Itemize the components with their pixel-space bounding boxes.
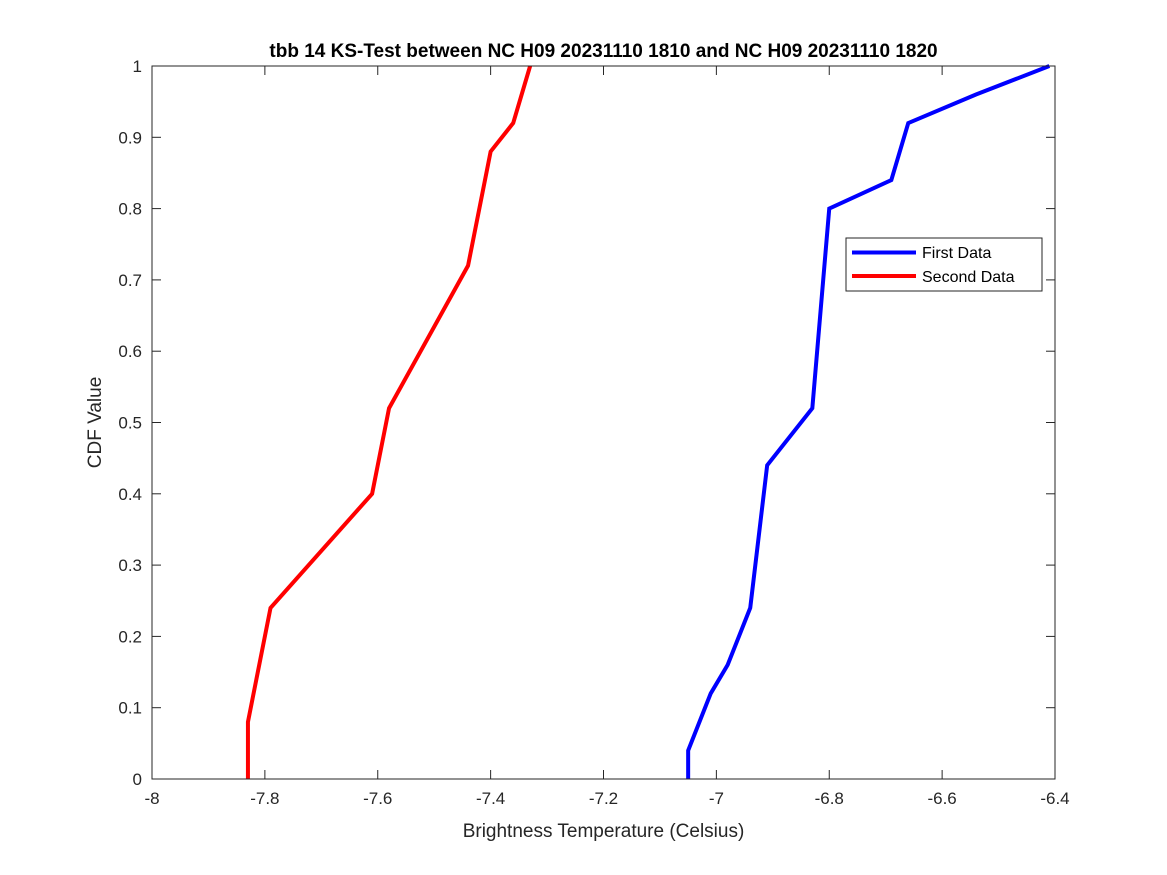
y-tick-label: 0.3 [118, 556, 142, 575]
x-tick-label: -6.8 [815, 789, 844, 808]
legend-label-second-data: Second Data [922, 269, 1015, 286]
y-tick-label: 0.2 [118, 627, 142, 646]
x-tick-label: -6.4 [1040, 789, 1069, 808]
x-tick-label: -7.2 [589, 789, 618, 808]
x-tick-label: -7.4 [476, 789, 505, 808]
series-line-first-data [686, 64, 1051, 779]
series-layer [245, 64, 1051, 779]
y-tick-label: 0.6 [118, 342, 142, 361]
chart-title: tbb 14 KS-Test between NC H09 20231110 1… [269, 41, 937, 62]
y-tick-label: 0.1 [118, 699, 142, 718]
y-tick-label: 1 [133, 57, 142, 76]
x-tick-label: -8 [144, 789, 159, 808]
x-tick-label: -6.6 [927, 789, 956, 808]
series-line-second-data [245, 65, 533, 779]
y-axis-label: CDF Value [85, 377, 106, 469]
y-tick-label: 0.7 [118, 271, 142, 290]
legend-box [845, 237, 1043, 292]
legend: First Data Second Data [845, 237, 1043, 292]
x-tick-label: -7 [709, 789, 724, 808]
y-tick-label: 0.4 [118, 485, 142, 504]
legend-label-first-data: First Data [922, 245, 991, 262]
y-tick-label: 0.5 [118, 414, 142, 433]
x-axis-label: Brightness Temperature (Celsius) [463, 821, 745, 842]
y-tick-label: 0.8 [118, 200, 142, 219]
y-tick-label: 0.9 [118, 128, 142, 147]
x-tick-label: -7.6 [363, 789, 392, 808]
y-tick-label: 0 [133, 770, 142, 789]
ticks-layer: -8 -7.8 -7.6 -7.4 -7.2 -7 -6.8 -6.6 -6.4 0 0.1 0.2 0… [118, 57, 1069, 808]
plot-area [152, 66, 1055, 779]
x-tick-label: -7.8 [250, 789, 279, 808]
